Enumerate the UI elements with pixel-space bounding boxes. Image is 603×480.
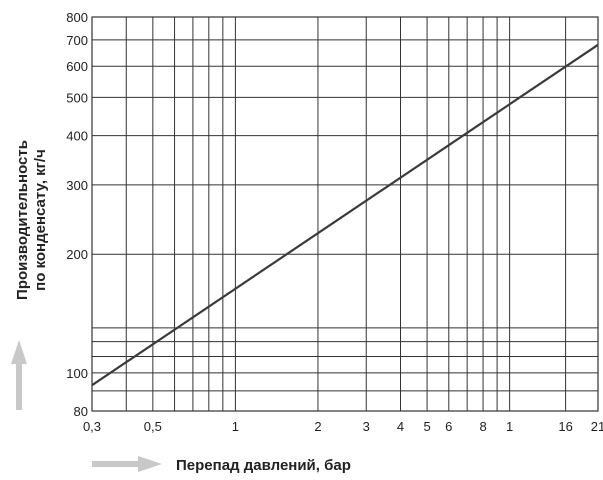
y-tick-label: 500: [66, 90, 88, 105]
y-axis-arrow: [11, 340, 27, 410]
grid-layer: [91, 16, 599, 412]
series-layer: [91, 43, 599, 387]
x-tick-label: 0,3: [83, 419, 101, 434]
plot-frame: [91, 16, 599, 412]
y-tick-label: 400: [66, 129, 88, 144]
x-tick-label: 16: [558, 419, 572, 434]
y-axis-title-line2: по конденсату, кг/ч: [32, 149, 49, 291]
series-line: [91, 43, 599, 387]
x-tick-label: 2: [314, 419, 321, 434]
y-axis-title-line1: Производительность: [14, 140, 31, 300]
x-tick-label: 6: [445, 419, 452, 434]
x-axis-arrow: [92, 456, 162, 472]
y-tick-label: 800: [66, 10, 88, 25]
x-axis-title: Перепад давлений, бар: [176, 457, 351, 474]
y-tick-label: 300: [66, 178, 88, 193]
x-tick-label: 3: [363, 419, 370, 434]
y-tick-label: 200: [66, 247, 88, 262]
x-tick-label: 5: [423, 419, 430, 434]
x-tick-label: 0,5: [144, 419, 162, 434]
x-tick-label: 4: [397, 419, 404, 434]
x-tick-label: 1: [506, 419, 513, 434]
x-tick-label: 1: [232, 419, 239, 434]
y-tick-label: 100: [66, 366, 88, 381]
tick-labels: 0,3 0,5 1 2 3 4 5 6 8 1 16 21 80 100 200 300 400 500 600 70…: [66, 10, 603, 434]
y-tick-label: 80: [74, 404, 88, 419]
y-tick-label: 700: [66, 33, 88, 48]
y-tick-label: 600: [66, 59, 88, 74]
x-tick-label: 8: [479, 419, 486, 434]
x-tick-label: 21: [591, 419, 603, 434]
